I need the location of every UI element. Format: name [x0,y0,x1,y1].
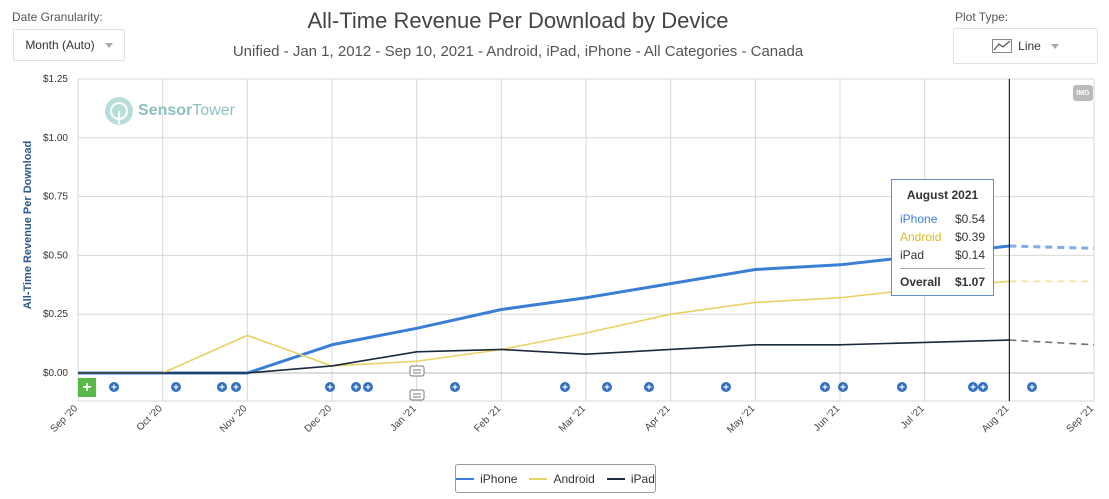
x-tick-label: Jun '21 [812,403,843,434]
tooltip-row: iPhone $0.54 [900,212,985,226]
series-projection-ipad [1009,339,1095,346]
x-tick-label: Sep '20 [49,403,81,435]
granularity-label: Date Granularity: [12,10,103,24]
x-tick-label: May '21 [725,403,758,436]
x-tick-label: Apr '21 [643,403,673,433]
x-tick-label: Jan '21 [388,403,419,434]
chevron-down-icon [104,42,113,48]
x-tick-label: Feb '21 [472,403,503,434]
plot-type-dropdown[interactable]: Line [953,28,1098,64]
legend-item-iphone[interactable]: iPhone [456,472,517,486]
tooltip-row: Android $0.39 [900,230,985,244]
tooltip-row: iPad $0.14 [900,248,985,262]
y-tick-label: $0.25 [43,309,68,320]
event-marker-icon[interactable] [171,382,181,392]
chevron-down-icon [1050,43,1059,49]
tooltip-total: Overall $1.07 [900,275,985,289]
event-marker-icon[interactable] [644,382,654,392]
y-tick-label: $0.75 [43,192,68,203]
tooltip-title: August 2021 [906,188,979,202]
x-tick-label: Sep '21 [1065,403,1097,435]
x-tick-label: Mar '21 [557,403,588,434]
svg-text:+: + [82,379,91,396]
y-tick-label: $0.50 [43,250,68,261]
event-marker-icon[interactable] [820,382,830,392]
event-marker-icon[interactable] [602,382,612,392]
event-marker-icon[interactable] [325,382,335,392]
sensortower-logo: SensorTower [104,96,235,126]
plot-type-value: Line [1018,39,1041,53]
series-line-ipad [78,339,1010,374]
chart-legend: iPhone Android iPad [455,464,656,493]
series-projection-iphone [1009,244,1095,250]
x-tick-label: Aug '21 [980,403,1012,435]
x-tick-label: Nov '20 [218,403,250,435]
plot-type-label: Plot Type: [955,10,1009,24]
event-marker-icon[interactable] [450,382,460,392]
series-line-android [78,280,1010,374]
granularity-value: Month (Auto) [25,38,95,52]
sensortower-logo-icon [105,97,133,125]
chart-title: All-Time Revenue Per Download by Device [307,8,729,33]
add-annotation-button[interactable]: + [78,378,96,397]
chart-tooltip: August 2021 iPhone $0.54 Android $0.39 i… [891,179,994,296]
x-tick-label: Dec '20 [303,403,335,435]
y-tick-label: $0.00 [43,368,68,379]
y-tick-label: $1.00 [43,133,68,144]
event-marker-icon[interactable] [560,382,570,392]
legend-item-android[interactable]: Android [529,472,595,486]
comment-bubble-icon[interactable] [409,365,425,377]
event-marker-icon[interactable] [231,382,241,392]
event-marker-icon[interactable] [351,382,361,392]
image-export-button[interactable]: IMG [1073,85,1093,101]
event-marker-icon[interactable] [897,382,907,392]
x-tick-label: Jul '21 [899,403,927,431]
event-marker-icon[interactable] [721,382,731,392]
y-tick-label: $1.25 [43,74,68,85]
legend-item-ipad[interactable]: iPad [606,472,655,486]
logo-text: SensorTower [138,102,235,119]
plot-frame [77,78,1095,402]
line-chart-icon [992,39,1013,53]
event-marker-icon[interactable] [363,382,373,392]
event-marker-icon[interactable] [217,382,227,392]
event-marker-icon[interactable] [1027,382,1037,392]
event-marker-icon[interactable] [109,382,119,392]
event-marker-icon[interactable] [978,382,988,392]
comment-bubble-icon[interactable] [409,389,425,401]
event-marker-icon[interactable] [968,382,978,392]
series-line-iphone [78,244,1010,375]
event-marker-icon[interactable] [838,382,848,392]
granularity-dropdown[interactable]: Month (Auto) [13,29,125,61]
x-tick-label: Oct '20 [135,403,165,433]
chart-subtitle: Unified - Jan 1, 2012 - Sep 10, 2021 - A… [232,43,804,60]
